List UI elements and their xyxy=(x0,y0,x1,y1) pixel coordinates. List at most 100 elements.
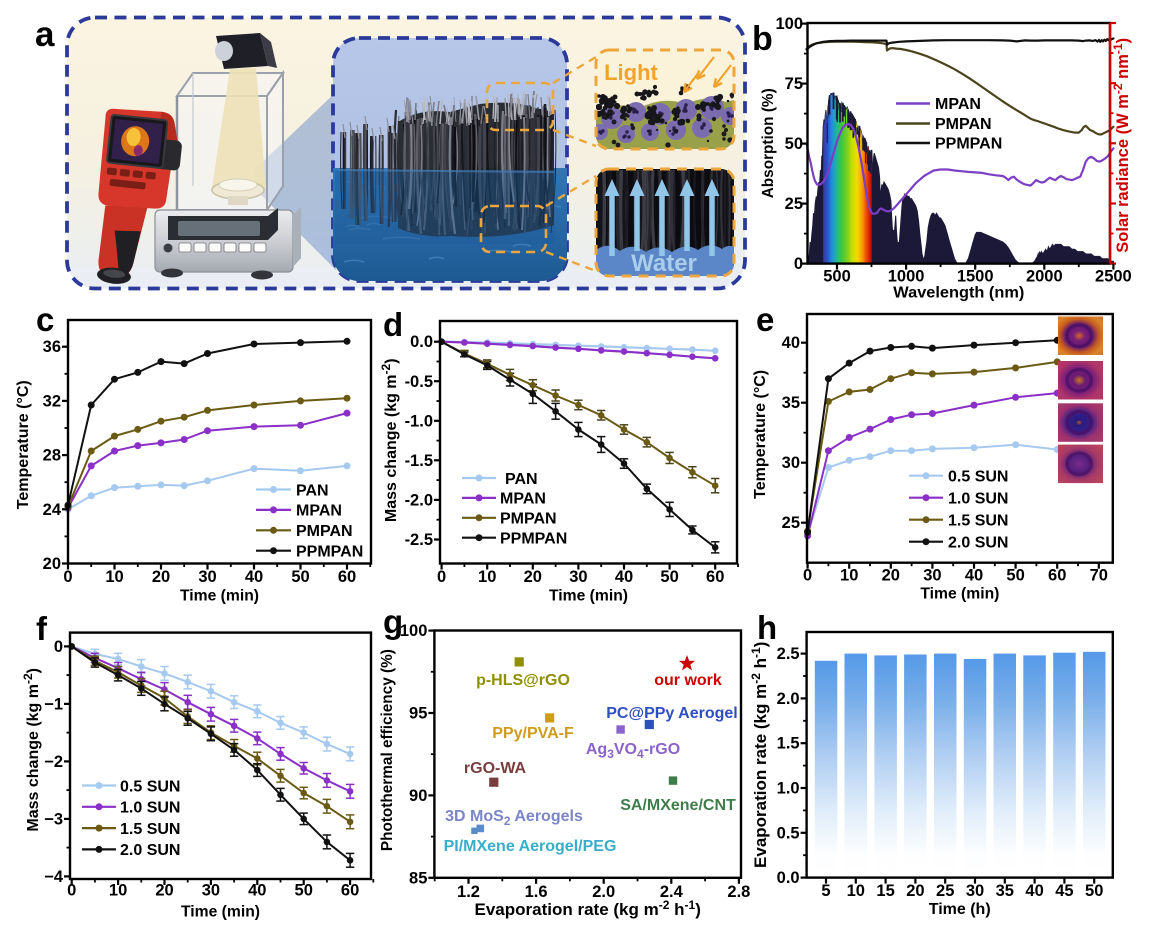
svg-text:500: 500 xyxy=(823,268,851,286)
svg-text:b: b xyxy=(752,20,773,58)
svg-text:10: 10 xyxy=(847,882,865,900)
svg-text:Photothermal efficiency (%): Photothermal efficiency (%) xyxy=(380,649,396,851)
svg-text:25: 25 xyxy=(785,195,803,213)
svg-text:−2: −2 xyxy=(44,753,63,771)
svg-text:Temperature (°C): Temperature (°C) xyxy=(15,380,32,509)
svg-text:1500: 1500 xyxy=(957,268,994,286)
svg-text:1.0 SUN: 1.0 SUN xyxy=(120,800,180,817)
svg-text:PPMPAN: PPMPAN xyxy=(500,531,567,548)
svg-text:Mass change (kg m-2): Mass change (kg m-2) xyxy=(21,668,42,832)
svg-text:50: 50 xyxy=(1085,882,1103,900)
svg-text:3D MoS2 Aerogels: 3D MoS2 Aerogels xyxy=(445,808,583,828)
svg-text:0: 0 xyxy=(67,882,76,900)
svg-text:35: 35 xyxy=(996,882,1014,900)
svg-text:2.0 SUN: 2.0 SUN xyxy=(948,535,1008,552)
svg-text:Light: Light xyxy=(604,60,658,85)
svg-text:2.0 SUN: 2.0 SUN xyxy=(120,842,180,859)
svg-text:Absorption (%): Absorption (%) xyxy=(760,88,777,198)
svg-text:20: 20 xyxy=(524,568,542,586)
svg-text:10: 10 xyxy=(109,882,127,900)
svg-text:0.0: 0.0 xyxy=(777,869,800,887)
svg-text:PAN: PAN xyxy=(296,482,329,499)
svg-text:50: 50 xyxy=(291,568,309,586)
svg-text:-1.0: -1.0 xyxy=(405,412,433,430)
svg-text:85: 85 xyxy=(409,869,427,887)
svg-text:1.6: 1.6 xyxy=(525,883,548,901)
svg-text:100: 100 xyxy=(400,622,428,640)
svg-text:Time (min): Time (min) xyxy=(180,588,259,605)
svg-text:25: 25 xyxy=(782,514,800,532)
svg-text:45: 45 xyxy=(1055,882,1073,900)
svg-text:2000: 2000 xyxy=(1026,268,1063,286)
svg-text:100: 100 xyxy=(775,15,803,33)
svg-text:10: 10 xyxy=(105,568,123,586)
svg-text:c: c xyxy=(36,301,54,338)
svg-text:2.0: 2.0 xyxy=(592,883,615,901)
svg-text:0: 0 xyxy=(54,638,63,656)
svg-text:20: 20 xyxy=(882,567,900,585)
svg-text:our work: our work xyxy=(654,672,722,689)
svg-text:0.5 SUN: 0.5 SUN xyxy=(948,469,1008,486)
svg-text:60: 60 xyxy=(706,568,724,586)
svg-text:MPAN: MPAN xyxy=(935,96,981,113)
svg-text:PMPAN: PMPAN xyxy=(296,523,353,540)
svg-text:2500: 2500 xyxy=(1095,268,1132,286)
svg-text:1000: 1000 xyxy=(888,268,925,286)
svg-text:30: 30 xyxy=(569,568,587,586)
svg-text:Time (h): Time (h) xyxy=(929,901,991,918)
svg-text:0: 0 xyxy=(803,567,812,585)
svg-text:PC@PPy Aerogel: PC@PPy Aerogel xyxy=(606,705,738,722)
svg-text:40: 40 xyxy=(1025,882,1043,900)
svg-text:-2.0: -2.0 xyxy=(405,491,433,509)
svg-text:g: g xyxy=(383,603,403,640)
svg-text:1.0: 1.0 xyxy=(777,780,800,798)
svg-text:30: 30 xyxy=(202,882,220,900)
svg-text:Ag3VO4-rGO: Ag3VO4-rGO xyxy=(586,741,680,761)
svg-text:Evaporation rate (kg m-2 h-1): Evaporation rate (kg m-2 h-1) xyxy=(475,898,701,919)
svg-text:70: 70 xyxy=(1090,567,1108,585)
svg-text:40: 40 xyxy=(248,882,266,900)
svg-text:15: 15 xyxy=(876,882,894,900)
svg-text:50: 50 xyxy=(785,135,803,153)
svg-text:d: d xyxy=(383,306,403,343)
svg-text:10: 10 xyxy=(840,567,858,585)
svg-text:0: 0 xyxy=(437,568,446,586)
svg-text:30: 30 xyxy=(198,568,216,586)
svg-text:1.5: 1.5 xyxy=(777,735,800,753)
svg-text:PPMPAN: PPMPAN xyxy=(296,544,363,561)
svg-text:Time (min): Time (min) xyxy=(181,904,260,921)
svg-text:60: 60 xyxy=(1048,567,1066,585)
svg-text:75: 75 xyxy=(785,75,803,93)
svg-text:Time (min): Time (min) xyxy=(920,586,999,603)
svg-text:32: 32 xyxy=(43,392,61,410)
svg-text:SA/MXene/CNT: SA/MXene/CNT xyxy=(620,797,736,814)
svg-text:h: h xyxy=(757,609,777,646)
svg-text:1.2: 1.2 xyxy=(457,883,480,901)
svg-text:50: 50 xyxy=(295,882,313,900)
svg-text:-2.5: -2.5 xyxy=(405,531,433,549)
svg-text:rGO-WA: rGO-WA xyxy=(464,760,527,777)
svg-text:2.8: 2.8 xyxy=(727,883,750,901)
svg-text:PPy/PVA-F: PPy/PVA-F xyxy=(492,725,574,742)
svg-text:-0.5: -0.5 xyxy=(405,373,433,391)
svg-text:PAN: PAN xyxy=(505,471,538,488)
svg-text:1.5 SUN: 1.5 SUN xyxy=(948,513,1008,530)
svg-text:Wavelength (nm): Wavelength (nm) xyxy=(893,285,1024,302)
svg-text:Temperature (°C): Temperature (°C) xyxy=(752,370,769,499)
svg-text:0.5: 0.5 xyxy=(777,824,800,842)
svg-text:2.4: 2.4 xyxy=(660,883,684,901)
svg-text:Evaporation rate (kg m-2 h-1): Evaporation rate (kg m-2 h-1) xyxy=(750,642,770,868)
svg-text:50: 50 xyxy=(660,568,678,586)
svg-text:0.5 SUN: 0.5 SUN xyxy=(120,778,180,795)
svg-text:40: 40 xyxy=(782,334,800,352)
svg-text:40: 40 xyxy=(245,568,263,586)
svg-text:1.0 SUN: 1.0 SUN xyxy=(948,491,1008,508)
svg-text:60: 60 xyxy=(341,882,359,900)
svg-text:a: a xyxy=(35,15,55,54)
svg-text:95: 95 xyxy=(409,705,427,723)
svg-text:30: 30 xyxy=(966,882,984,900)
svg-text:Time (min): Time (min) xyxy=(549,588,628,605)
svg-text:2.5: 2.5 xyxy=(777,645,800,663)
svg-text:MPAN: MPAN xyxy=(296,503,342,520)
svg-text:PI/MXene Aerogel/PEG: PI/MXene Aerogel/PEG xyxy=(444,838,617,855)
